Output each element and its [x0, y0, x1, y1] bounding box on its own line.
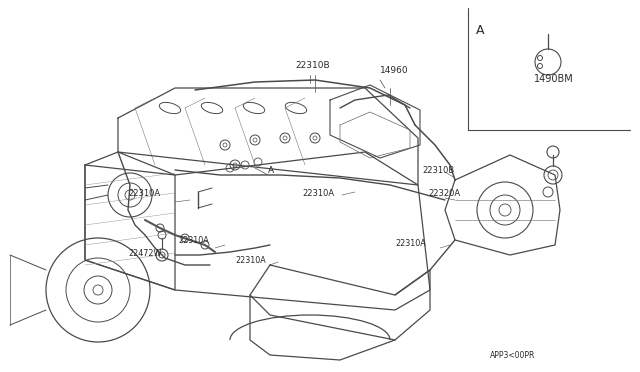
Text: 22310B: 22310B — [422, 166, 454, 175]
Text: A: A — [268, 166, 274, 175]
Text: 22310A: 22310A — [395, 239, 426, 248]
Text: 22310B: 22310B — [295, 61, 330, 70]
Text: APP3<00PR: APP3<00PR — [490, 351, 536, 360]
Text: 1490BM: 1490BM — [534, 74, 573, 84]
Text: 22310A: 22310A — [178, 236, 209, 245]
Text: 22310A: 22310A — [302, 189, 334, 198]
Text: 22320A: 22320A — [428, 189, 460, 198]
Text: 22310A: 22310A — [128, 189, 160, 198]
Text: A: A — [476, 24, 484, 37]
Text: 14960: 14960 — [380, 66, 408, 75]
Text: 22472W: 22472W — [128, 249, 161, 258]
Text: 22310A: 22310A — [235, 256, 266, 265]
